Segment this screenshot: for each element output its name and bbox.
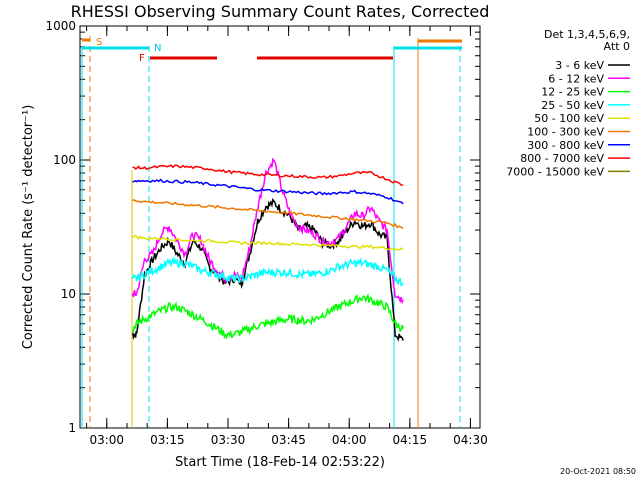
legend-label: 50 - 100 keV <box>534 112 604 125</box>
x-axis-label: Start Time (18-Feb-14 02:53:22) <box>175 455 385 470</box>
series-line-1 <box>131 157 404 305</box>
series-line-5 <box>132 199 404 229</box>
x-tick-label: 03:45 <box>271 433 306 447</box>
plot-frame <box>79 25 481 429</box>
legend-label: 12 - 25 keV <box>541 86 604 99</box>
flare-flag-label: F <box>139 53 145 64</box>
series-line-3 <box>131 256 404 287</box>
series-line-6 <box>132 178 404 205</box>
legend-header-line1: Det 1,3,4,5,6,9, <box>544 28 630 41</box>
y-tick-label: 1000 <box>45 19 76 33</box>
legend-label: 800 - 7000 keV <box>520 152 604 165</box>
y-tick-label: 10 <box>61 287 76 301</box>
x-tick-label: 03:00 <box>89 433 124 447</box>
x-tick-label: 04:15 <box>393 433 428 447</box>
series-line-4 <box>132 234 404 251</box>
x-tick-label: 04:30 <box>453 433 488 447</box>
legend-label: 25 - 50 keV <box>541 99 604 112</box>
y-axis: 1 10 100 1000 <box>45 19 480 435</box>
night-flag-label: N <box>154 43 161 54</box>
series-lines <box>131 157 404 342</box>
series-line-2 <box>131 292 404 340</box>
legend-label: 100 - 300 keV <box>527 126 604 139</box>
footer-date: 20-Oct-2021 08:50 <box>560 467 636 476</box>
x-tick-label: 03:15 <box>150 433 185 447</box>
x-tick-label: 03:30 <box>211 433 246 447</box>
saa-flag-label: S <box>96 37 102 48</box>
legend-label: 7000 - 15000 keV <box>506 165 604 178</box>
series-line-0 <box>131 197 404 342</box>
y-tick-label: 1 <box>68 421 76 435</box>
legend-label: 6 - 12 keV <box>548 72 604 85</box>
legend-header-line2: Att 0 <box>604 40 630 53</box>
series-line-7 <box>132 164 404 186</box>
legend-label: 300 - 800 keV <box>527 139 604 152</box>
y-tick-label: 100 <box>53 153 76 167</box>
y-axis-label: Corrected Count Rate (s⁻¹ detector⁻¹) <box>21 105 36 350</box>
x-tick-label: 04:00 <box>332 433 367 447</box>
legend-label: 3 - 6 keV <box>555 59 604 72</box>
x-axis: 03:00 03:15 03:30 03:45 04:00 04:15 04:30 <box>86 26 488 447</box>
chart-title: RHESSI Observing Summary Count Rates, Co… <box>71 2 490 21</box>
